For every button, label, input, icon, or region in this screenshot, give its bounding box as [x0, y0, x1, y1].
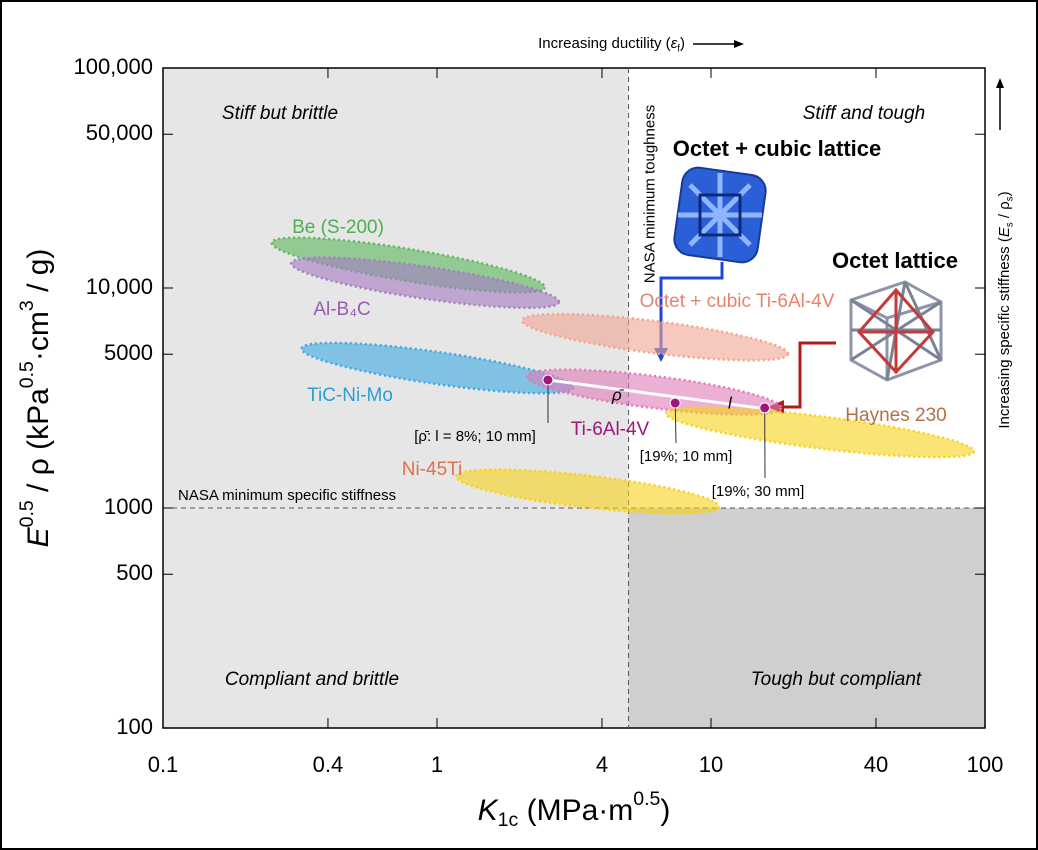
series-label: Ti-6Al-4V [571, 419, 650, 440]
text-part: (MPa·m [518, 794, 633, 827]
y-tick-label: 1000 [104, 494, 153, 519]
y-tick-label: 100,000 [73, 54, 153, 79]
y-tick-label: 50,000 [86, 120, 153, 145]
x-tick-label: 100 [967, 752, 1004, 777]
text-part: E [22, 526, 55, 547]
region-label: Stiff but brittle [222, 103, 338, 124]
series-label: Ni-45Ti [402, 459, 463, 480]
text-part: K [478, 794, 500, 827]
text-part: ·cm [22, 311, 55, 361]
region-label: Compliant and brittle [225, 669, 399, 690]
x-tick-label: 4 [596, 752, 608, 777]
y-tick-label: 10,000 [86, 274, 153, 299]
series-label: TiC-Ni-Mo [307, 385, 393, 406]
lattice-title: Octet lattice [832, 248, 958, 273]
text-part: 1c [498, 809, 519, 831]
y-tick-label: 5000 [104, 340, 153, 365]
text-part: 3 [16, 300, 38, 311]
octet-cubic-icon [672, 166, 767, 265]
text-part: 0.5 [16, 361, 38, 388]
chart: NASA minimum toughness NASA minimum speci… [0, 0, 1038, 850]
x-tick-label: 1 [431, 752, 443, 777]
lattice-title: Octet + cubic lattice [673, 136, 881, 161]
text-part: ) [996, 191, 1013, 196]
text-part: Increasing specific stiffness ( [996, 237, 1013, 428]
x-tick-label: 0.1 [148, 752, 179, 777]
text-part: ) [680, 35, 685, 52]
x-tick-label: 0.4 [313, 752, 344, 777]
series-label: Haynes 230 [845, 405, 946, 426]
sample-point [543, 375, 553, 385]
series-label: Al-B₄C [313, 299, 370, 320]
point-label: [ρ̄: l = 8%; 10 mm] [414, 428, 536, 445]
y-tick-label: 100 [116, 714, 153, 739]
top-note: Increasing ductility (εf) [538, 35, 685, 54]
point-label: [19%; 10 mm] [640, 448, 733, 465]
threshold-label: NASA minimum specific stiffness [178, 487, 396, 504]
text-part: / ρ [996, 201, 1013, 222]
series-label: Octet + cubic Ti-6Al-4V [640, 291, 835, 312]
threshold-label: NASA minimum toughness [641, 105, 658, 283]
region-bg [629, 508, 985, 728]
text-part: / g) [22, 249, 55, 301]
page: NASA minimum toughness NASA minimum speci… [0, 0, 1038, 850]
y-tick-label: 500 [116, 560, 153, 585]
sample-point [670, 398, 680, 408]
point-label: [19%; 30 mm] [712, 483, 805, 500]
text-part: 0.5 [16, 500, 38, 527]
region-label: Stiff and tough [803, 103, 926, 124]
text-part: Increasing ductility ( [538, 35, 671, 52]
text-part: / ρ (kPa [22, 388, 55, 500]
x-tick-label: 10 [699, 752, 723, 777]
x-tick-label: 40 [864, 752, 888, 777]
text-part: 0.5 [633, 788, 660, 810]
text-part: ) [660, 794, 670, 827]
region-bg [163, 68, 629, 728]
sample-point [760, 403, 770, 413]
series-label: Be (S-200) [292, 217, 384, 238]
region-label: Tough but compliant [751, 669, 922, 690]
